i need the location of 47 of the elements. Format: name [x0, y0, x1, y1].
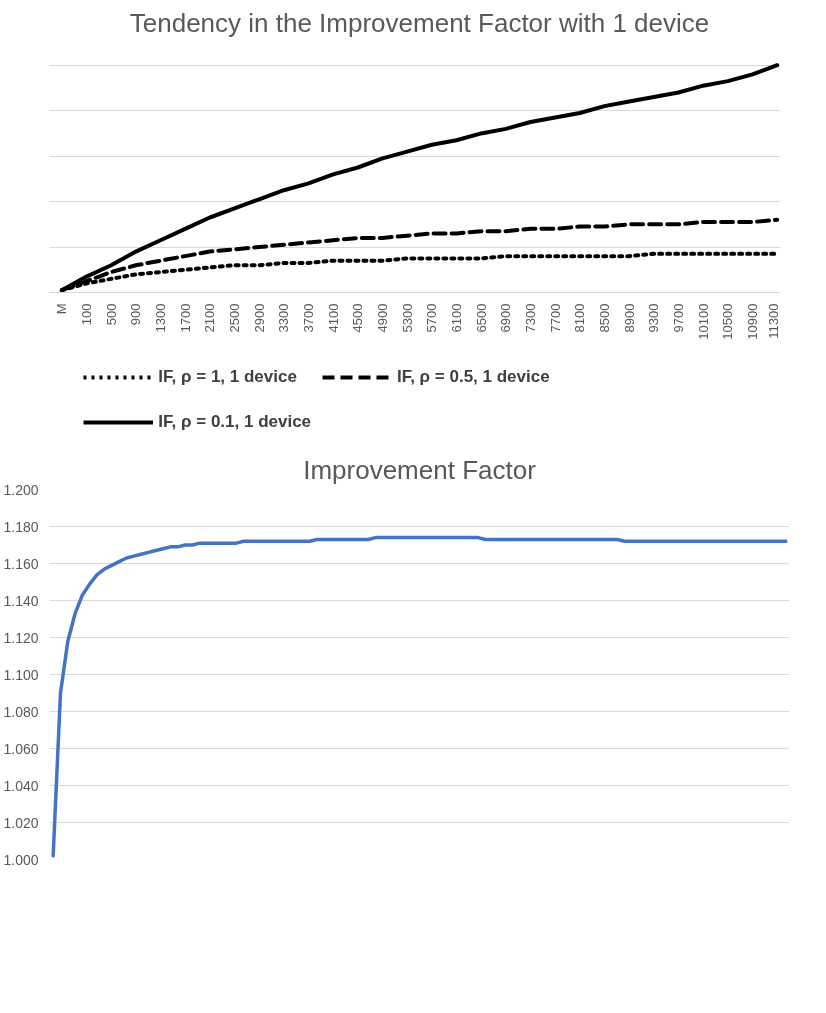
x-tick-label: 5700 [424, 303, 440, 333]
y-tick-label: 1.000 [3, 851, 39, 868]
y-tick-label: 1.180 [3, 518, 39, 535]
x-tick-label: 4100 [325, 303, 341, 333]
legend-label: IF, ρ = 0.1, 1 device [158, 412, 312, 432]
x-tick-label: 10900 [745, 303, 760, 340]
y-tick-label: 1.040 [3, 777, 39, 794]
y-tick-label: 1.060 [3, 740, 39, 757]
x-tick-label: 1300 [153, 303, 168, 333]
x-tick-label: 1700 [177, 303, 193, 333]
y-tick-label: 1.140 [3, 592, 39, 609]
x-tick-label: 3700 [301, 303, 316, 333]
x-tick-label: 10100 [695, 303, 711, 340]
x-tick-label: 6100 [449, 303, 464, 333]
y-tick-label: 1.080 [3, 703, 39, 720]
x-tick-label: 3300 [276, 303, 292, 333]
x-tick-label: 100 [79, 303, 94, 326]
x-tick-label: 8100 [572, 303, 588, 333]
y-tick-label: 1.100 [3, 666, 39, 683]
y-tick-label: 1.200 [3, 481, 39, 498]
x-tick-label: 7700 [547, 303, 563, 333]
chart-title: Improvement Factor [303, 454, 537, 485]
x-tick-label: 2500 [227, 303, 242, 333]
y-tick-label: 1.020 [3, 814, 39, 831]
y-tick-label: 1.160 [3, 555, 39, 572]
x-tick-label: 11300 [765, 303, 781, 339]
x-tick-label: 900 [128, 303, 144, 326]
legend-label: IF, ρ = 1, 1 device [158, 367, 297, 387]
legend-label: IF, ρ = 0.5, 1 device [396, 367, 550, 387]
x-tick-label: 5300 [399, 303, 415, 333]
x-tick-label: 2100 [202, 303, 218, 333]
x-tick-label: 500 [103, 303, 119, 326]
x-tick-label: 2900 [251, 303, 267, 333]
x-tick-label: 9700 [671, 303, 686, 333]
x-tick-label: 10500 [720, 303, 736, 340]
x-tick-label: 8500 [597, 303, 612, 333]
x-tick-label: 6900 [498, 303, 514, 333]
line-series [51, 535, 788, 858]
x-tick-label: 7300 [523, 303, 538, 333]
x-tick-label: 4900 [375, 303, 390, 333]
x-tick-label: 9300 [646, 303, 662, 333]
chart-title: Tendency in the Improvement Factor with 1 device [129, 7, 710, 38]
y-tick-label: 1.120 [3, 629, 39, 646]
x-tick-label: 6500 [473, 303, 489, 333]
x-tick-label: 4500 [350, 303, 366, 333]
x-tick-label: 8900 [621, 303, 637, 333]
x-tick-label: M [54, 303, 70, 315]
